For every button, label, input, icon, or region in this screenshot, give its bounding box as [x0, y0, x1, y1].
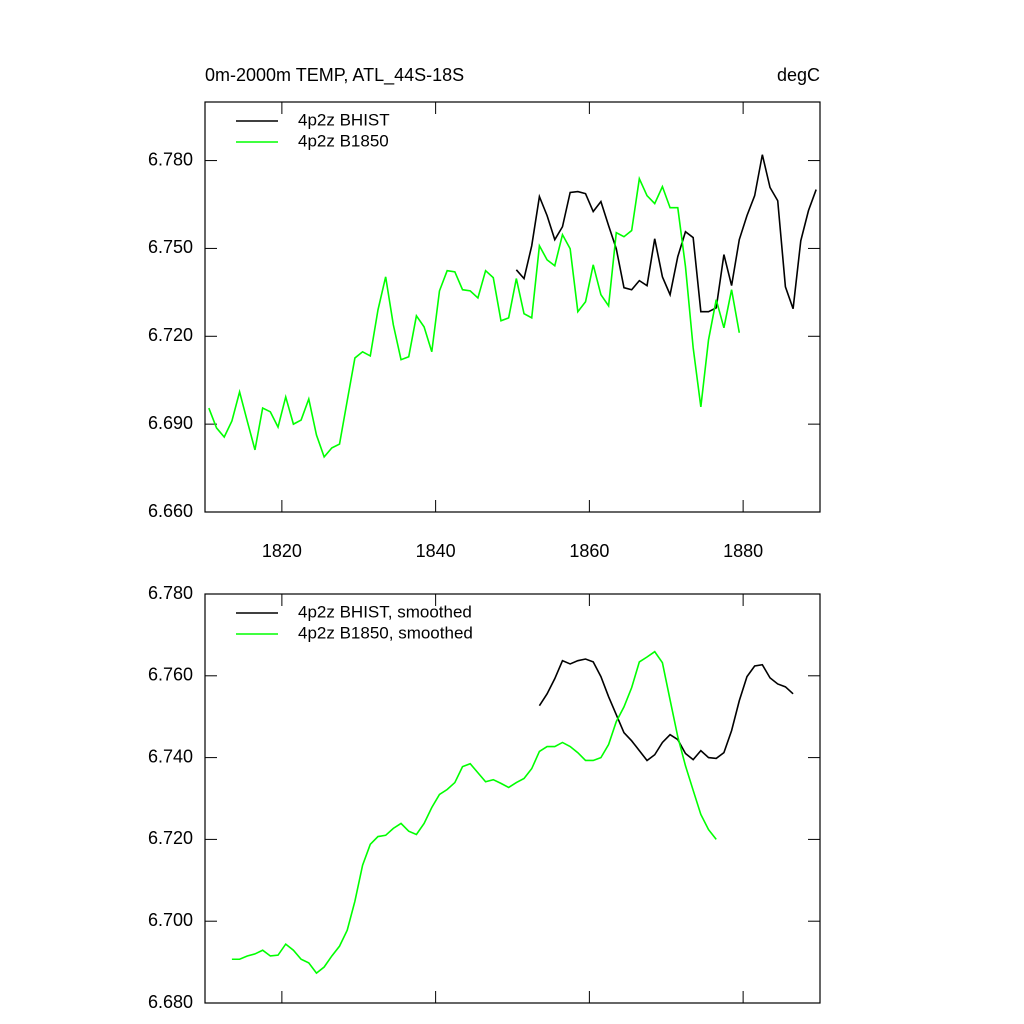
legend-label: 4p2z B1850 [298, 131, 389, 150]
series-line [515, 154, 817, 313]
y-tick-label: 6.780 [148, 583, 193, 603]
chart-title: 0m-2000m TEMP, ATL_44S-18S [205, 65, 464, 86]
y-tick-label: 6.750 [148, 237, 193, 257]
series-line [538, 658, 794, 762]
y-tick-label: 6.660 [148, 501, 193, 521]
series-line [208, 175, 741, 459]
x-tick-label: 1820 [262, 541, 302, 561]
legend-label: 4p2z BHIST, smoothed [298, 602, 472, 621]
y-tick-label: 6.720 [148, 828, 193, 848]
y-tick-label: 6.760 [148, 665, 193, 685]
x-tick-label: 1860 [569, 541, 609, 561]
x-tick-label: 1880 [723, 541, 763, 561]
x-tick-label: 1840 [416, 541, 456, 561]
plot-frame [204, 101, 821, 513]
plot-frame [204, 593, 821, 1004]
y-tick-label: 6.780 [148, 149, 193, 169]
y-tick-label: 6.740 [148, 746, 193, 766]
series-line [231, 650, 717, 975]
chart-units: degC [777, 65, 820, 85]
y-tick-label: 6.690 [148, 413, 193, 433]
y-tick-label: 6.700 [148, 910, 193, 930]
y-tick-label: 6.720 [148, 325, 193, 345]
legend-label: 4p2z B1850, smoothed [298, 623, 473, 642]
y-tick-label: 6.680 [148, 992, 193, 1012]
legend-label: 4p2z BHIST [298, 110, 390, 129]
